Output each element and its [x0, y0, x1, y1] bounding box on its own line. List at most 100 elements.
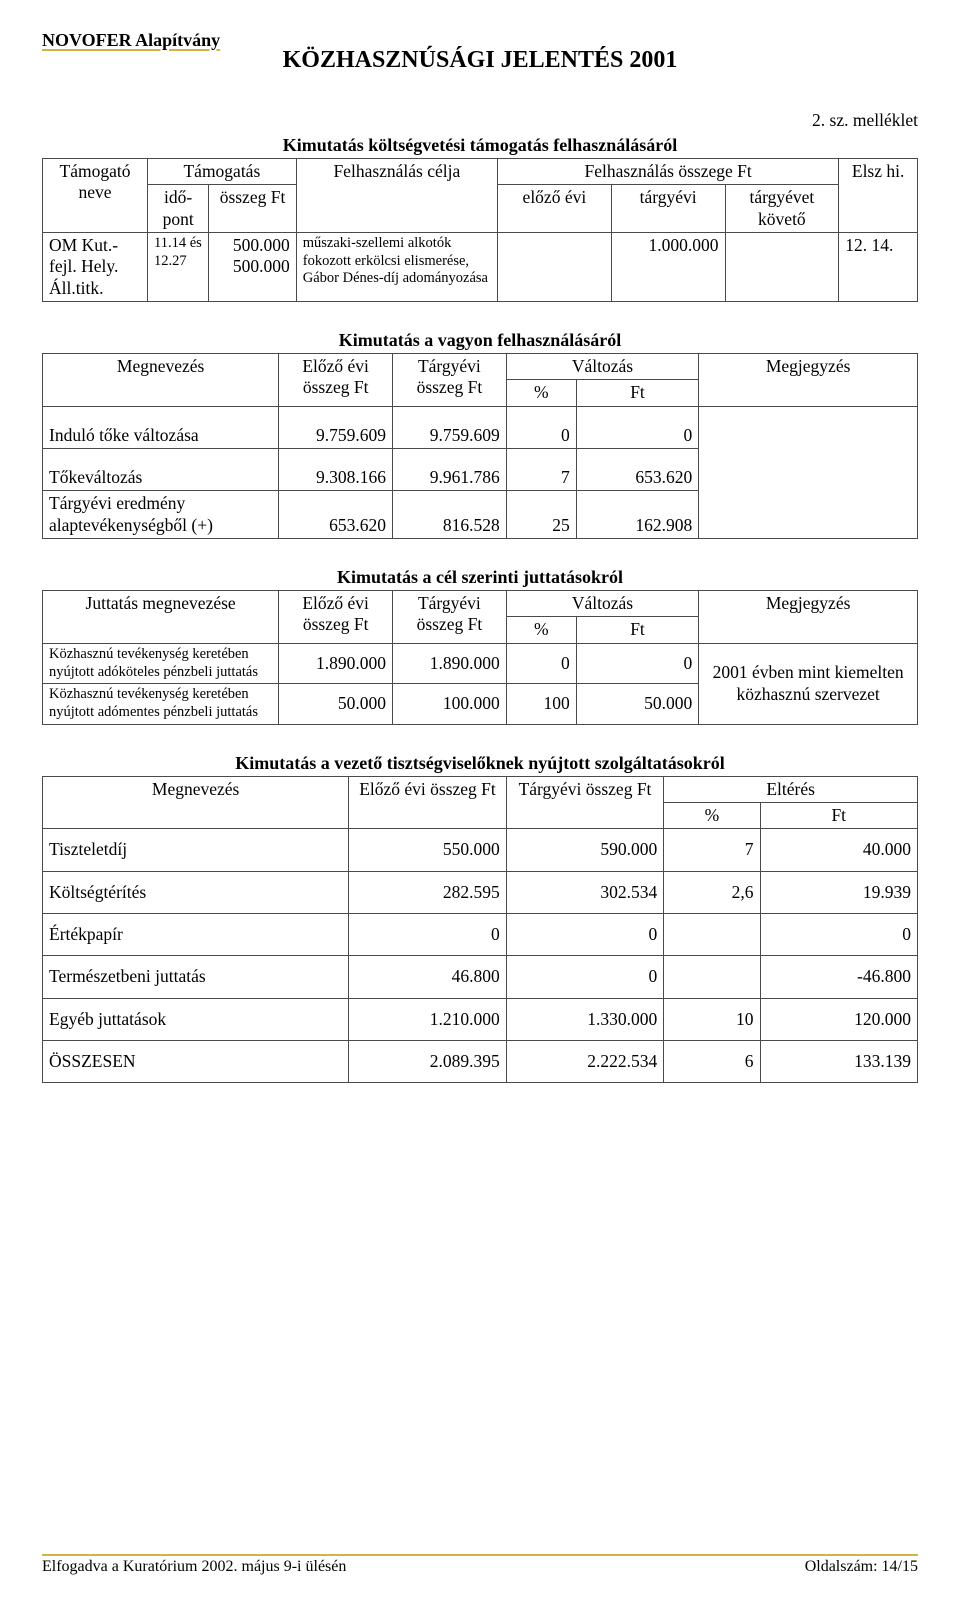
cell-ft: 0: [576, 643, 699, 683]
table-row: Természetbeni juttatás46.8000-46.800: [43, 956, 918, 998]
cell-curr: 1.330.000: [506, 998, 664, 1040]
cell-prev: 653.620: [279, 491, 393, 539]
cell-pct: 0: [506, 406, 576, 448]
cell-curr: 100.000: [393, 684, 507, 724]
cell-elsz: 12. 14.: [839, 233, 918, 302]
th-note: Megjegyzés: [699, 354, 918, 407]
th-name: Megnevezés: [43, 354, 279, 407]
cell-pct: 10: [664, 998, 760, 1040]
cell-pct: [664, 913, 760, 955]
cell-prev: 9.759.609: [279, 406, 393, 448]
table-row: Költségtérítés282.595302.5342,619.939: [43, 871, 918, 913]
cell-pct: 2,6: [664, 871, 760, 913]
cell-name: Értékpapír: [43, 913, 349, 955]
cell-time: 11.14 és 12.27: [148, 233, 209, 302]
th-next: tárgyévet követő: [725, 185, 839, 233]
t1-title: Kimutatás költségvetési támogatás felhas…: [42, 135, 918, 156]
cell-ft: 120.000: [760, 998, 918, 1040]
cell-curr: 2.222.534: [506, 1040, 664, 1082]
cell-curr: 590.000: [506, 829, 664, 871]
attachment-label: 2. sz. melléklet: [42, 110, 918, 131]
th-curr: tárgyévi: [611, 185, 725, 233]
table-header-row: Megnevezés Előző évi összeg Ft Tárgyévi …: [43, 354, 918, 380]
th-ft: Ft: [576, 617, 699, 643]
page-footer: Elfogadva a Kuratórium 2002. május 9-i ü…: [42, 1554, 918, 1576]
cell-ft: 133.139: [760, 1040, 918, 1082]
cell-next: [725, 233, 839, 302]
th-name: Megnevezés: [43, 776, 349, 829]
th-name: Juttatás megnevezése: [43, 591, 279, 644]
cell-name: Költségtérítés: [43, 871, 349, 913]
table-header-row: Juttatás megnevezése Előző évi összeg Ft…: [43, 591, 918, 617]
cell-pct: 0: [506, 643, 576, 683]
t3-title: Kimutatás a cél szerinti juttatásokról: [42, 567, 918, 588]
cell-curr: 9.961.786: [393, 449, 507, 491]
table-header-row: Támogató neve Támogatás Felhasználás cél…: [43, 159, 918, 185]
table-row: Közhasznú tevékenység keretében nyújtott…: [43, 643, 918, 683]
cell-pct: [664, 956, 760, 998]
th-ft: Ft: [576, 380, 699, 406]
cell-amount: 500.000 500.000: [209, 233, 297, 302]
cell-note: [699, 406, 918, 538]
t4-title: Kimutatás a vezető tisztségviselőknek ny…: [42, 753, 918, 774]
footer-right: Oldalszám: 14/15: [805, 1558, 918, 1576]
table-row: Tiszteletdíj550.000590.000740.000: [43, 829, 918, 871]
document-page: NOVOFER Alapítvány KÖZHASZNÚSÁGI JELENTÉ…: [0, 0, 960, 1600]
cell-name: Természetbeni juttatás: [43, 956, 349, 998]
cell-ft: 0: [760, 913, 918, 955]
th-curr: Tárgyévi összeg Ft: [506, 776, 664, 829]
cell-ft: -46.800: [760, 956, 918, 998]
amount-line: 500.000: [233, 235, 290, 255]
cell-pct: 6: [664, 1040, 760, 1082]
cell-name: Közhasznú tevékenység keretében nyújtott…: [43, 684, 279, 724]
th-pct: %: [664, 802, 760, 828]
cell-name: ÖSSZESEN: [43, 1040, 349, 1082]
cell-name: Tárgyévi eredmény alaptevékenységből (+): [43, 491, 279, 539]
cell-curr: 816.528: [393, 491, 507, 539]
table-row: Induló tőke változása 9.759.609 9.759.60…: [43, 406, 918, 448]
cell-name: Egyéb juttatások: [43, 998, 349, 1040]
table-row: ÖSSZESEN2.089.3952.222.5346133.139: [43, 1040, 918, 1082]
cell-pct: 25: [506, 491, 576, 539]
cell-curr: 0: [506, 913, 664, 955]
cell-ft: 653.620: [576, 449, 699, 491]
th-usage-amount: Felhasználás összege Ft: [498, 159, 839, 185]
table-4: Megnevezés Előző évi összeg Ft Tárgyévi …: [42, 776, 918, 1084]
table-row: Értékpapír000: [43, 913, 918, 955]
th-support: Támogatás: [148, 159, 297, 185]
cell-ft: 50.000: [576, 684, 699, 724]
cell-prev: 46.800: [349, 956, 507, 998]
table-header-row: Megnevezés Előző évi összeg Ft Tárgyévi …: [43, 776, 918, 802]
cell-ft: 0: [576, 406, 699, 448]
th-elsz: Elsz hi.: [839, 159, 918, 233]
th-curr: Tárgyévi összeg Ft: [393, 591, 507, 644]
table-3: Juttatás megnevezése Előző évi összeg Ft…: [42, 590, 918, 724]
th-supporter: Támogató neve: [43, 159, 148, 233]
th-pct: %: [506, 617, 576, 643]
cell-note: 2001 évben mint kiemelten közhasznú szer…: [699, 643, 918, 724]
table-2: Megnevezés Előző évi összeg Ft Tárgyévi …: [42, 353, 918, 539]
th-diff: Eltérés: [664, 776, 918, 802]
cell-name: OM Kut.-fejl. Hely. Áll.titk.: [43, 233, 148, 302]
cell-curr: 1.000.000: [611, 233, 725, 302]
cell-ft: 19.939: [760, 871, 918, 913]
doc-title: KÖZHASZNÚSÁGI JELENTÉS 2001: [42, 47, 918, 74]
th-change: Változás: [506, 354, 699, 380]
cell-ft: 162.908: [576, 491, 699, 539]
th-prev: Előző évi összeg Ft: [279, 591, 393, 644]
th-prev: Előző évi összeg Ft: [279, 354, 393, 407]
cell-curr: 302.534: [506, 871, 664, 913]
cell-prev: 9.308.166: [279, 449, 393, 491]
cell-pct: 100: [506, 684, 576, 724]
cell-curr: 1.890.000: [393, 643, 507, 683]
cell-prev: 50.000: [279, 684, 393, 724]
th-amount: összeg Ft: [209, 185, 297, 233]
cell-name: Tőkeváltozás: [43, 449, 279, 491]
table-row: OM Kut.-fejl. Hely. Áll.titk. 11.14 és 1…: [43, 233, 918, 302]
cell-prev: 282.595: [349, 871, 507, 913]
cell-prev: 1.210.000: [349, 998, 507, 1040]
th-ft: Ft: [760, 802, 918, 828]
th-time: idő-pont: [148, 185, 209, 233]
th-curr: Tárgyévi összeg Ft: [393, 354, 507, 407]
cell-name: Közhasznú tevékenység keretében nyújtott…: [43, 643, 279, 683]
